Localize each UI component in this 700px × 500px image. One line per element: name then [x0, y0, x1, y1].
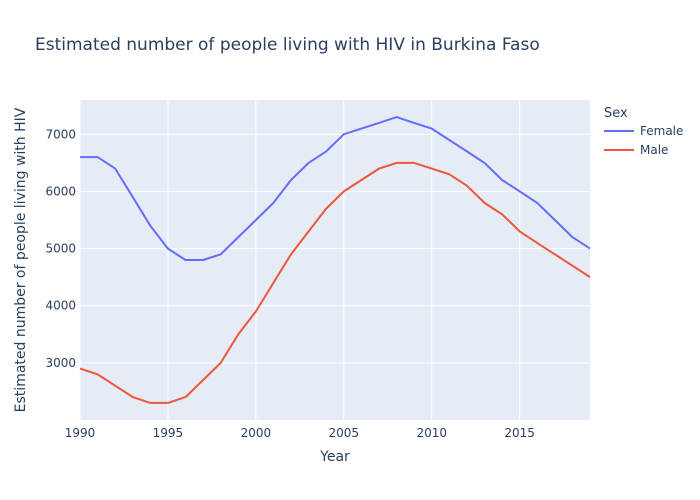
legend-title: Sex — [604, 106, 628, 121]
y-tick-label: 4000 — [45, 299, 76, 313]
y-tick-label: 6000 — [45, 184, 76, 198]
y-tick-labels: 3000 4000 5000 6000 7000 — [45, 127, 76, 370]
y-tick-label: 3000 — [45, 356, 76, 370]
x-tick-label: 2000 — [241, 426, 272, 440]
x-tick-label: 2010 — [416, 426, 447, 440]
y-tick-label: 5000 — [45, 242, 76, 256]
x-axis-label: Year — [319, 449, 350, 465]
x-tick-label: 1995 — [153, 426, 184, 440]
x-tick-labels: 1990 1995 2000 2005 2010 2015 — [65, 426, 535, 440]
legend-label-female: Female — [640, 124, 683, 138]
series-layer — [79, 116, 591, 404]
x-tick-label: 2015 — [504, 426, 535, 440]
legend-label-male: Male — [640, 143, 668, 157]
grid — [79, 100, 590, 420]
plot-area — [80, 100, 590, 420]
x-tick-label: 2005 — [329, 426, 360, 440]
y-tick-label: 7000 — [45, 127, 76, 141]
x-tick-label: 1990 — [65, 426, 96, 440]
y-axis-label: Estimated number of people living with H… — [13, 107, 29, 412]
series-line-male — [79, 161, 591, 404]
legend-items: Female Male — [604, 124, 683, 157]
legend: Sex Female Male — [604, 106, 683, 157]
series-line-female — [80, 116, 591, 261]
chart-title: Estimated number of people living with H… — [35, 35, 540, 55]
